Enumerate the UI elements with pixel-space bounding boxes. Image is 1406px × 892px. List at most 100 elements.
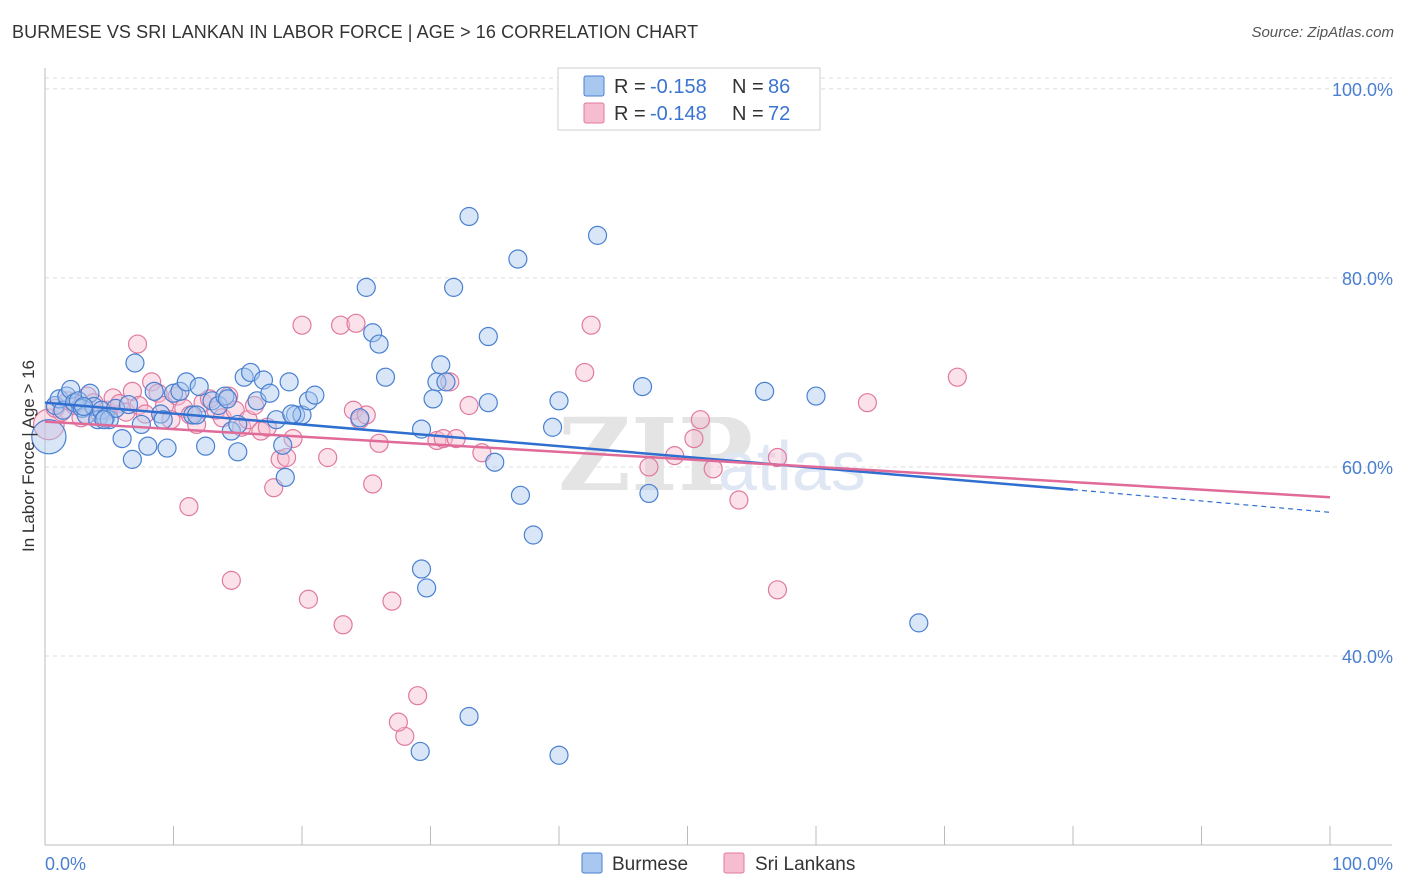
- burmese-point: [444, 277, 464, 297]
- bottom-legend-swatch-srilankans: [723, 852, 745, 874]
- srilankan-point: [369, 433, 389, 453]
- srilankan-point: [703, 459, 723, 479]
- burmese-point: [369, 334, 389, 354]
- burmese-point: [356, 277, 376, 297]
- srilankan-point: [857, 393, 878, 413]
- legend-n-label-burmese: N =: [732, 76, 764, 98]
- burmese-point: [350, 408, 370, 428]
- srilankan-point: [395, 726, 415, 746]
- srilankan-point: [333, 615, 353, 635]
- burmese-point: [125, 353, 145, 373]
- burmese-point: [273, 435, 293, 455]
- y-tick-labels: 40.0% 60.0% 80.0% 100.0%: [1332, 80, 1393, 667]
- burmese-point: [189, 377, 209, 397]
- y-tick-label: 100.0%: [1332, 80, 1393, 100]
- srilankan-point: [135, 404, 155, 424]
- burmese-point: [228, 442, 248, 462]
- burmese-point: [508, 249, 528, 269]
- burmese-point: [542, 417, 563, 437]
- x-tick-label-min: 0.0%: [45, 854, 86, 874]
- burmese-point: [423, 389, 443, 409]
- burmese-point: [31, 419, 67, 455]
- srilankan-point: [767, 447, 788, 468]
- y-tick-label: 60.0%: [1342, 458, 1393, 478]
- burmese-point: [459, 706, 479, 727]
- burmese-point: [138, 436, 158, 456]
- burmese-point: [478, 393, 498, 413]
- srilankan-point: [318, 447, 338, 468]
- srilankan-point: [283, 428, 303, 449]
- burmese-point: [754, 381, 775, 401]
- burmese-point: [157, 438, 177, 458]
- srilankan-point: [276, 447, 297, 468]
- srilankan-point: [947, 367, 967, 387]
- burmese-point: [510, 485, 531, 505]
- srilankan-point: [388, 712, 408, 732]
- srilankan-point: [346, 313, 366, 333]
- legend-swatch-srilankans: [583, 102, 605, 124]
- chart-title: BURMESE VS SRI LANKAN IN LABOR FORCE | A…: [12, 22, 699, 42]
- srilankan-point: [581, 315, 601, 335]
- srilankan-point: [127, 334, 148, 354]
- burmese-point: [260, 383, 280, 403]
- srilankan-point: [179, 497, 199, 517]
- bottom-legend: Burmese Sri Lankans: [581, 852, 855, 875]
- srilankan-point: [684, 428, 704, 449]
- burmese-point: [523, 525, 543, 545]
- bottom-legend-burmese: Burmese: [612, 854, 688, 875]
- x-tick-labels: 0.0% 100.0%: [45, 854, 1393, 874]
- srilankan-point: [382, 591, 402, 611]
- top-legend: R = -0.158 N = 86 R = -0.148 N = 72: [557, 67, 821, 131]
- bottom-legend-srilankans: Sri Lankans: [755, 854, 855, 875]
- burmese-point: [411, 559, 432, 579]
- srilankan-point: [363, 474, 383, 494]
- legend-n-label-srilankans: N =: [732, 103, 764, 125]
- burmese-point: [144, 381, 164, 401]
- burmese-point: [176, 372, 196, 392]
- burmese-point: [632, 377, 653, 397]
- burmese-point: [112, 428, 132, 449]
- y-tick-label: 40.0%: [1342, 647, 1393, 667]
- srilankan-point: [767, 580, 788, 600]
- srilankan-point: [221, 570, 241, 590]
- burmese-point: [587, 225, 608, 245]
- burmese-point: [375, 367, 396, 387]
- burmese-point: [217, 389, 238, 409]
- burmese-point: [275, 467, 295, 487]
- burmese-point: [131, 414, 151, 435]
- burmese-point: [279, 372, 299, 392]
- burmese-point: [417, 578, 437, 598]
- burmese-point: [909, 613, 929, 633]
- burmese-point: [215, 386, 235, 406]
- burmese-point: [431, 355, 451, 375]
- trend-lines: [44, 401, 1331, 513]
- burmese-point: [549, 745, 569, 765]
- burmese-point: [305, 385, 325, 405]
- burmese-point: [459, 206, 479, 227]
- burmese-point: [549, 391, 569, 411]
- source-label: Source: ZipAtlas.com: [1251, 24, 1394, 41]
- legend-r-value-srilankans: -0.148: [650, 103, 707, 125]
- srilankan-point: [639, 457, 659, 477]
- srilankan-point: [292, 315, 312, 335]
- burmese-point: [363, 323, 383, 343]
- srilankan-point: [729, 490, 749, 510]
- data-points: [31, 206, 967, 765]
- srilankan-point: [298, 589, 319, 609]
- legend-swatch-burmese: [583, 75, 605, 97]
- burmese-point: [122, 449, 142, 469]
- srilankan-point: [459, 395, 479, 416]
- legend-n-value-srilankans: 72: [768, 103, 790, 125]
- srilankan-point: [330, 315, 351, 335]
- burmese-point: [478, 326, 498, 347]
- srilankan-point: [408, 686, 428, 706]
- srilankan-point: [690, 410, 710, 430]
- legend-r-value-burmese: -0.158: [650, 76, 707, 98]
- x-tick-label-max: 100.0%: [1332, 854, 1393, 874]
- axes: [44, 68, 1392, 846]
- srilankan-trend-line: [44, 420, 1331, 499]
- srilankan-point: [343, 400, 363, 420]
- y-axis-label: In Labor Force | Age > 16: [19, 360, 38, 552]
- burmese-point: [485, 452, 505, 472]
